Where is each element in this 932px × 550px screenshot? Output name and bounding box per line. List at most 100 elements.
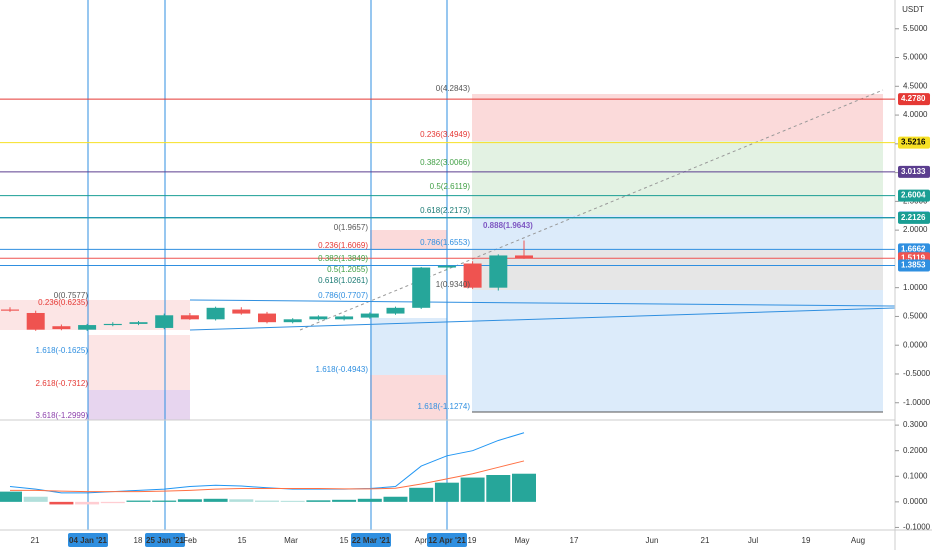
price-tag (898, 211, 930, 224)
y-tick-label: 5.5000 (903, 24, 928, 33)
x-tick-label: 21 (701, 536, 710, 545)
candle-body (489, 255, 508, 288)
macd-line (10, 460, 525, 493)
x-tick-label: 25 Jan '21 (146, 536, 184, 545)
fib-label: 1(0.9340) (436, 280, 471, 289)
price-tag-label: 2.6004 (901, 191, 926, 200)
macd-bar (177, 499, 202, 502)
macd-bar (75, 501, 100, 505)
fib-label: 0(1.9657) (334, 223, 369, 232)
price-tag (898, 93, 930, 106)
x-tick-label: 18 (134, 536, 143, 545)
y-tick-label: 0.2000 (903, 446, 928, 455)
candle-body (258, 313, 276, 323)
macd-bar (460, 477, 485, 502)
candle-body (283, 319, 302, 323)
time-marker (68, 533, 108, 547)
time-marker (145, 533, 185, 547)
macd-bar (306, 500, 331, 502)
candle-body (180, 315, 199, 320)
fib-label: 3.618(-1.2999) (36, 411, 89, 420)
price-tag-label: 1.3853 (901, 261, 926, 270)
fib-zones (0, 94, 883, 420)
macd-line (9, 432, 525, 494)
currency: USDT (902, 5, 924, 14)
x-tick-label: Jul (748, 536, 758, 545)
fib-label: 2.618(-0.7312) (36, 379, 89, 388)
x-tick-label: Jun (646, 536, 659, 545)
time-marker (351, 533, 391, 547)
x-tick-label: 15 (340, 536, 349, 545)
fib-label: 1.618(-0.1625) (36, 346, 89, 355)
y-tick-label: -0.1000 (903, 523, 931, 532)
price-tag (898, 136, 930, 149)
x-tick-label: Aug (851, 536, 865, 545)
fib-label: 0.618(2.2173) (420, 206, 470, 215)
y-tick-label: 0.0000 (903, 497, 928, 506)
y-tick-label: 2.0000 (903, 225, 928, 234)
fib-label: 0.618(1.0261) (318, 276, 368, 285)
y-tick-label: 0.3000 (903, 420, 928, 429)
price-tag (898, 165, 930, 178)
candle-body (129, 322, 148, 324)
macd-bar (512, 473, 536, 502)
y-tick-label: 0.5000 (903, 312, 928, 321)
macd-bar (229, 499, 254, 502)
trend-line (189, 307, 896, 331)
macd-bar (23, 496, 48, 502)
x-tick-label: Apr (415, 536, 428, 545)
y-tick-label: 4.5000 (903, 81, 928, 90)
macd-bar (409, 487, 434, 502)
candle-body (515, 255, 533, 259)
fib-label: 0.786(1.6553) (420, 238, 470, 247)
x-tick-label: 12 Apr '21 (428, 536, 466, 545)
x-tick-label: 19 (802, 536, 811, 545)
price-tag-label: 4.2780 (901, 94, 926, 103)
candle-body (155, 315, 174, 328)
candle-body (412, 267, 431, 308)
macd-bar (383, 496, 408, 502)
trend-line (189, 299, 896, 307)
y-tick-label: 5.0000 (903, 53, 928, 62)
price-tag-label: 1.6662 (901, 244, 926, 253)
candle-body (26, 312, 45, 330)
y-tick-label: 0.0000 (903, 340, 928, 349)
price-tag-label: 3.0133 (901, 167, 926, 176)
macd-bar (280, 500, 305, 502)
x-tick-label: 15 (238, 536, 247, 545)
price-tag-label: 1.5119 (901, 253, 926, 262)
fib-label: 0.382(3.0066) (420, 158, 470, 167)
price-tag (898, 189, 930, 202)
fib-label: 0.5(1.2055) (327, 265, 368, 274)
fib-label: 0.236(3.4949) (420, 130, 470, 139)
fib-label: 0(4.2843) (436, 84, 471, 93)
fib-label: 1.618(-0.4943) (316, 365, 369, 374)
x-tick-label: 04 Jan '21 (69, 536, 107, 545)
y-tick-label: 1.0000 (903, 283, 928, 292)
x-tick-label: Feb (183, 536, 197, 545)
candle-body (206, 307, 225, 320)
price-tag-label: 2.2126 (901, 213, 926, 222)
macd-bar (434, 482, 459, 502)
macd-bar (332, 499, 357, 502)
x-tick-label: 22 Mar '21 (352, 536, 391, 545)
fib-label: 0.888(1.9643) (483, 221, 533, 230)
fib-label: 0.5(2.6119) (430, 182, 471, 191)
y-tick-label: 0.1000 (903, 471, 928, 480)
candle-body (463, 263, 482, 288)
y-tick-label: -0.5000 (903, 369, 931, 378)
y-tick-label: -1.0000 (903, 398, 931, 407)
macd-bar (203, 498, 228, 502)
candle-body (52, 326, 71, 330)
candle-body (78, 325, 97, 330)
fib-label: 0.786(0.7707) (318, 291, 368, 300)
macd-bar (255, 500, 279, 502)
candle-body (335, 316, 354, 320)
price-tag (898, 259, 930, 272)
macd-bar (0, 491, 22, 502)
fib-label: 0(0.7577) (54, 291, 89, 300)
candle-body (1, 309, 19, 311)
macd-bar (126, 500, 151, 502)
fib-label: 0.382(1.3849) (318, 254, 368, 263)
